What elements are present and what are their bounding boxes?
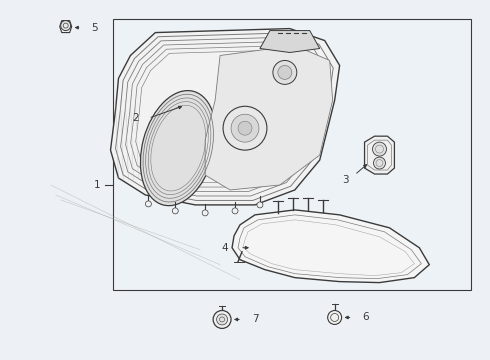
- Circle shape: [232, 208, 238, 214]
- Circle shape: [231, 114, 259, 142]
- Circle shape: [257, 202, 263, 208]
- Text: 2: 2: [132, 113, 138, 123]
- Circle shape: [213, 310, 231, 328]
- Polygon shape: [113, 19, 471, 289]
- Circle shape: [373, 157, 386, 169]
- Circle shape: [202, 210, 208, 216]
- Circle shape: [223, 106, 267, 150]
- Text: 1: 1: [94, 180, 100, 190]
- Circle shape: [273, 60, 297, 84]
- Circle shape: [278, 66, 292, 80]
- Ellipse shape: [141, 91, 216, 206]
- Circle shape: [61, 21, 71, 31]
- Text: 3: 3: [343, 175, 349, 185]
- Polygon shape: [232, 210, 429, 283]
- Text: 7: 7: [252, 314, 259, 324]
- Polygon shape: [365, 136, 394, 174]
- Text: 6: 6: [363, 312, 369, 323]
- Circle shape: [172, 208, 178, 214]
- Polygon shape: [260, 31, 319, 53]
- Polygon shape: [60, 21, 72, 32]
- Text: 4: 4: [221, 243, 228, 253]
- Circle shape: [328, 310, 342, 324]
- Text: 5: 5: [92, 23, 98, 33]
- Polygon shape: [111, 28, 340, 205]
- Circle shape: [217, 314, 227, 325]
- Circle shape: [238, 121, 252, 135]
- Polygon shape: [205, 45, 333, 190]
- Circle shape: [372, 142, 387, 156]
- Circle shape: [146, 201, 151, 207]
